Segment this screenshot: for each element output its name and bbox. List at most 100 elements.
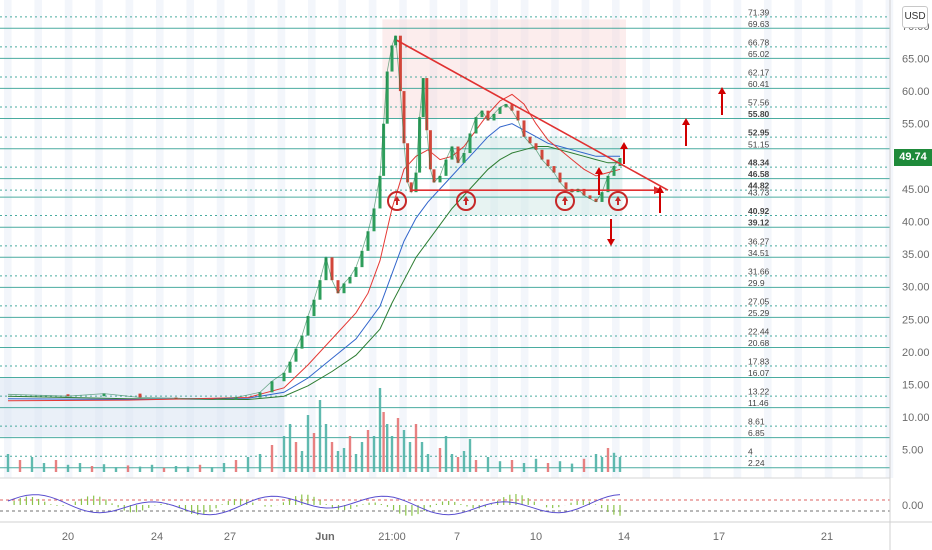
candle [138, 393, 142, 398]
volume-bar [312, 433, 316, 472]
y-tick-label: 35.00 [902, 249, 930, 261]
candle [425, 78, 429, 131]
volume-bar [402, 430, 406, 472]
level-label: 55.80 [748, 109, 770, 119]
signal-stem [617, 201, 619, 205]
signal-circle [456, 191, 476, 211]
y-tick-label: 40.00 [902, 217, 930, 229]
x-tick-label: 14 [618, 531, 630, 543]
volume-bar [234, 460, 238, 472]
level-label: 71.39 [748, 7, 770, 17]
volume-bar [366, 430, 370, 472]
candle [102, 393, 106, 397]
volume-bar [414, 424, 418, 472]
x-tick-label: 27 [224, 531, 236, 543]
level-label: 40.92 [748, 206, 770, 216]
background-bands [4, 0, 894, 478]
bg-band [672, 0, 681, 478]
bg-band [247, 0, 255, 478]
volume-bar [330, 442, 334, 472]
level-label: 4 [748, 447, 753, 457]
candle [318, 280, 322, 300]
volume-bar [198, 464, 202, 472]
candle [421, 78, 425, 118]
y-tick-label: 30.00 [902, 282, 930, 294]
bg-band [794, 0, 802, 478]
candle [414, 172, 418, 193]
volume-bar [420, 442, 424, 472]
bg-band [460, 0, 468, 478]
bg-band [551, 0, 559, 478]
volume-bar [126, 465, 130, 472]
bg-band [612, 0, 620, 478]
volume-bar [606, 448, 610, 472]
level-label: 36.27 [748, 236, 770, 246]
signal-stem [564, 201, 566, 205]
volume-bar [522, 463, 526, 472]
y-tick-label: 15.00 [902, 380, 930, 392]
level-label: 69.63 [748, 19, 770, 29]
volume-bar [162, 467, 166, 472]
target-arrowhead [607, 239, 615, 246]
level-label: 52.95 [748, 128, 770, 138]
bg-band [855, 0, 863, 478]
price-axis[interactable]: 70.0065.0060.0055.0050.0045.0040.0035.00… [889, 0, 930, 550]
candle [282, 372, 286, 382]
candle [342, 283, 346, 294]
volume-bar [408, 442, 412, 472]
volume-bar [288, 424, 292, 472]
candle [432, 169, 436, 183]
candle [438, 175, 442, 183]
volume-bar [386, 424, 389, 472]
level-label: 62.17 [748, 67, 770, 77]
candle [456, 146, 460, 163]
candle [300, 335, 304, 349]
candle [522, 120, 526, 137]
y-tick-label: 45.00 [902, 184, 930, 196]
candle [594, 198, 598, 202]
candle [588, 195, 592, 199]
candle [336, 280, 340, 294]
signal-circle [387, 191, 407, 211]
volume-bar [294, 442, 298, 472]
volume-bar [174, 466, 178, 472]
candle [428, 130, 432, 170]
currency-button[interactable]: USD [902, 6, 928, 28]
bg-band [429, 0, 438, 478]
signal-up-arrow [394, 196, 400, 201]
volume-bar [348, 436, 352, 472]
volume-bar [594, 454, 598, 472]
volume-bar [570, 463, 574, 472]
bg-band [4, 0, 12, 478]
volume-bar [474, 460, 478, 472]
bg-band [520, 0, 529, 478]
volume-bar [378, 388, 382, 472]
candle [406, 143, 410, 183]
level-label: 25.29 [748, 308, 770, 318]
level-label: 34.51 [748, 248, 770, 258]
descending-trendline [396, 39, 669, 191]
bg-band [581, 0, 590, 478]
level-label: 16.07 [748, 368, 770, 378]
volume-bar [618, 457, 622, 472]
candle [480, 110, 484, 118]
signal-up-arrow [562, 196, 568, 201]
time-axis[interactable]: 20 24 27 Jun 21:00 7 10 14 17 21 [0, 521, 932, 543]
volume-bar [186, 466, 190, 472]
bg-band [399, 0, 407, 478]
bg-band [824, 0, 833, 478]
volume-bar [462, 451, 466, 472]
level-label: 8.61 [748, 417, 765, 427]
candle [366, 231, 370, 251]
volume-bar [336, 451, 340, 472]
price-line [7, 35, 622, 400]
volume-bar [90, 466, 94, 472]
level-label: 39.12 [748, 218, 770, 228]
candle [468, 133, 472, 154]
target-arrowhead [620, 142, 628, 149]
candle [558, 172, 562, 183]
volume-bar [450, 454, 454, 472]
x-tick-label: 10 [530, 531, 542, 543]
level-label: 60.41 [748, 79, 770, 89]
